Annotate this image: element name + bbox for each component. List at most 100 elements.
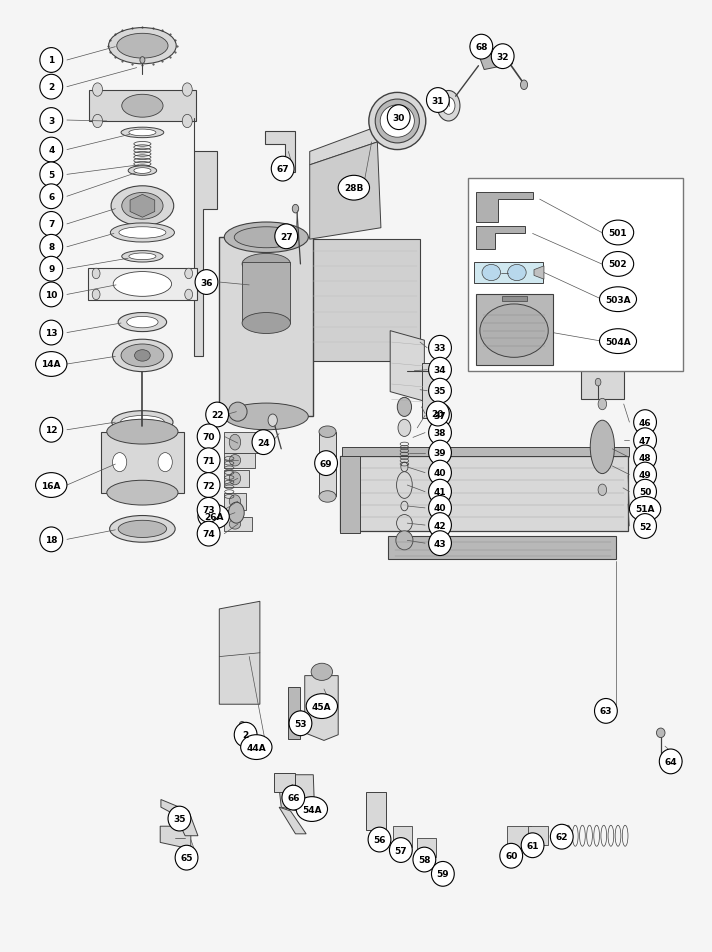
Ellipse shape <box>429 480 451 505</box>
Ellipse shape <box>120 416 164 429</box>
Ellipse shape <box>121 345 164 367</box>
Text: 47: 47 <box>639 436 651 446</box>
Ellipse shape <box>401 463 408 472</box>
Bar <box>224 453 255 468</box>
Ellipse shape <box>482 266 501 282</box>
Text: 35: 35 <box>434 387 446 396</box>
Ellipse shape <box>40 138 63 163</box>
Text: 71: 71 <box>202 456 215 466</box>
Ellipse shape <box>112 340 172 372</box>
Ellipse shape <box>634 410 656 435</box>
Polygon shape <box>219 602 260 704</box>
Ellipse shape <box>229 520 241 529</box>
Text: 39: 39 <box>434 448 446 458</box>
Ellipse shape <box>252 430 275 455</box>
Ellipse shape <box>234 723 257 747</box>
Ellipse shape <box>656 728 665 738</box>
Ellipse shape <box>229 435 241 450</box>
Ellipse shape <box>111 187 174 227</box>
Ellipse shape <box>40 75 63 100</box>
Ellipse shape <box>520 81 528 90</box>
Ellipse shape <box>431 368 437 374</box>
Ellipse shape <box>429 531 451 556</box>
Ellipse shape <box>185 269 192 280</box>
Text: 2: 2 <box>243 730 248 740</box>
Text: 48: 48 <box>639 453 651 463</box>
Text: 3: 3 <box>48 116 54 126</box>
Text: 501: 501 <box>609 228 627 238</box>
Text: 40: 40 <box>434 468 446 478</box>
Ellipse shape <box>241 735 272 760</box>
Ellipse shape <box>182 115 192 129</box>
Ellipse shape <box>197 473 220 498</box>
Polygon shape <box>476 227 525 249</box>
Ellipse shape <box>229 403 247 422</box>
Ellipse shape <box>40 418 63 443</box>
Ellipse shape <box>429 379 451 404</box>
Ellipse shape <box>112 453 127 472</box>
Text: 10: 10 <box>45 290 58 300</box>
Text: 45A: 45A <box>312 702 332 711</box>
Text: 12: 12 <box>45 426 58 435</box>
Text: 70: 70 <box>202 432 215 442</box>
Ellipse shape <box>429 336 451 361</box>
Ellipse shape <box>401 502 408 511</box>
Ellipse shape <box>289 711 312 736</box>
Ellipse shape <box>242 313 290 334</box>
Ellipse shape <box>598 485 607 496</box>
Ellipse shape <box>127 317 158 328</box>
Ellipse shape <box>319 491 336 503</box>
Ellipse shape <box>110 516 175 543</box>
Polygon shape <box>534 267 544 280</box>
Text: 8: 8 <box>48 243 54 252</box>
Ellipse shape <box>40 283 63 307</box>
Text: 504A: 504A <box>605 337 631 347</box>
Ellipse shape <box>229 472 241 486</box>
Ellipse shape <box>195 270 218 295</box>
Ellipse shape <box>397 398 412 417</box>
Polygon shape <box>342 447 629 457</box>
Ellipse shape <box>319 426 336 438</box>
Ellipse shape <box>93 269 100 280</box>
Text: 26A: 26A <box>204 512 224 522</box>
Polygon shape <box>310 240 420 362</box>
Text: 57: 57 <box>394 845 407 855</box>
Ellipse shape <box>380 106 414 138</box>
Ellipse shape <box>398 420 411 437</box>
Ellipse shape <box>480 305 548 358</box>
Ellipse shape <box>197 448 220 473</box>
Bar <box>224 493 246 510</box>
Ellipse shape <box>40 321 63 346</box>
Ellipse shape <box>129 130 156 137</box>
Text: 58: 58 <box>418 855 431 864</box>
Text: 35: 35 <box>173 814 186 823</box>
Ellipse shape <box>429 404 451 428</box>
Ellipse shape <box>470 35 493 60</box>
Text: 5: 5 <box>48 170 54 180</box>
Ellipse shape <box>197 498 220 523</box>
Text: 31: 31 <box>431 96 444 106</box>
Text: 503A: 503A <box>605 295 631 305</box>
Bar <box>468 179 683 371</box>
Text: 36: 36 <box>200 278 213 288</box>
Ellipse shape <box>206 403 229 427</box>
Bar <box>319 432 336 497</box>
Ellipse shape <box>602 252 634 277</box>
Text: 56: 56 <box>373 835 386 844</box>
Ellipse shape <box>271 157 294 182</box>
Bar <box>219 238 313 417</box>
Ellipse shape <box>40 235 63 260</box>
Bar <box>393 826 412 847</box>
Ellipse shape <box>429 421 451 446</box>
Text: 34: 34 <box>434 366 446 375</box>
Ellipse shape <box>521 833 544 858</box>
Ellipse shape <box>118 521 167 538</box>
Ellipse shape <box>129 254 156 261</box>
Polygon shape <box>88 268 197 301</box>
Ellipse shape <box>426 89 449 113</box>
Ellipse shape <box>442 98 455 115</box>
Text: 66: 66 <box>287 793 300 803</box>
Ellipse shape <box>107 420 178 445</box>
Bar <box>422 364 436 419</box>
Polygon shape <box>476 192 533 223</box>
